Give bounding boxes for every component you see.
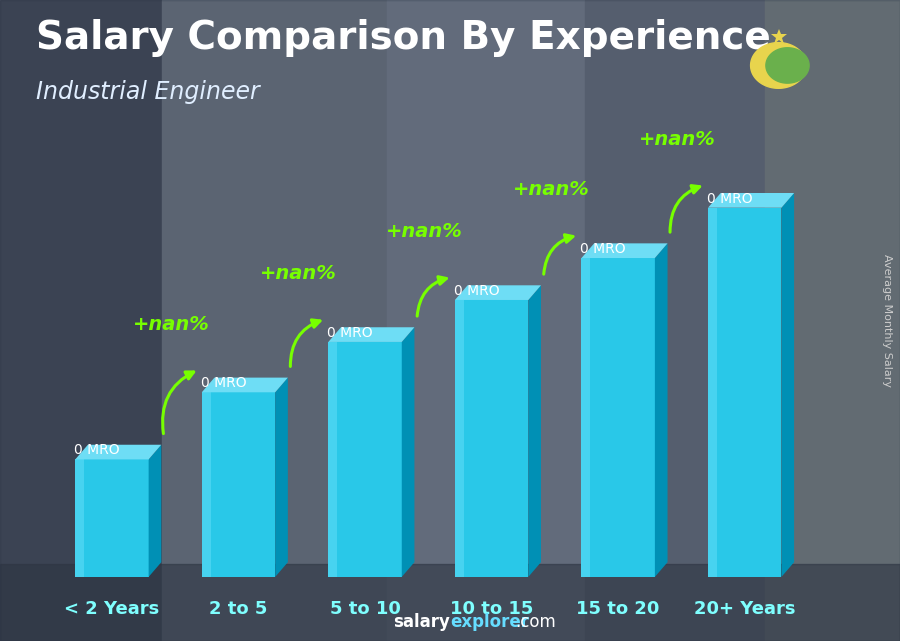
- Polygon shape: [581, 244, 668, 258]
- Polygon shape: [275, 378, 288, 577]
- Text: 15 to 20: 15 to 20: [577, 600, 660, 618]
- Polygon shape: [328, 342, 338, 577]
- Text: Average Monthly Salary: Average Monthly Salary: [881, 254, 892, 387]
- Text: < 2 Years: < 2 Years: [64, 600, 159, 618]
- Text: +nan%: +nan%: [639, 130, 716, 149]
- Text: +nan%: +nan%: [259, 264, 337, 283]
- Text: 2 to 5: 2 to 5: [210, 600, 267, 618]
- Text: Salary Comparison By Experience: Salary Comparison By Experience: [36, 19, 770, 57]
- Polygon shape: [328, 328, 414, 342]
- Polygon shape: [766, 48, 809, 83]
- Text: +nan%: +nan%: [513, 180, 590, 199]
- Text: .com: .com: [515, 613, 555, 631]
- Polygon shape: [76, 460, 148, 577]
- Text: 5 to 10: 5 to 10: [329, 600, 400, 618]
- Polygon shape: [202, 378, 288, 392]
- Text: 0 MRO: 0 MRO: [454, 284, 500, 298]
- Polygon shape: [454, 300, 464, 577]
- Polygon shape: [454, 300, 528, 577]
- Text: 10 to 15: 10 to 15: [450, 600, 534, 618]
- Text: explorer: explorer: [450, 613, 529, 631]
- Polygon shape: [708, 208, 717, 577]
- Text: 0 MRO: 0 MRO: [580, 242, 626, 256]
- Polygon shape: [401, 328, 414, 577]
- Text: 0 MRO: 0 MRO: [706, 192, 752, 206]
- Bar: [0, 564, 900, 641]
- Polygon shape: [708, 208, 781, 577]
- Text: 0 MRO: 0 MRO: [327, 326, 373, 340]
- Text: 0 MRO: 0 MRO: [74, 444, 120, 457]
- Polygon shape: [708, 193, 794, 208]
- Bar: [162, 0, 387, 641]
- Polygon shape: [76, 460, 84, 577]
- Bar: [0, 0, 162, 641]
- Polygon shape: [581, 258, 590, 577]
- Bar: [765, 0, 900, 641]
- Text: +nan%: +nan%: [386, 222, 463, 241]
- Polygon shape: [76, 445, 161, 460]
- Polygon shape: [202, 392, 275, 577]
- Text: +nan%: +nan%: [133, 315, 210, 333]
- Text: 0 MRO: 0 MRO: [201, 376, 247, 390]
- Text: 20+ Years: 20+ Years: [694, 600, 796, 618]
- Polygon shape: [328, 342, 401, 577]
- Polygon shape: [202, 392, 211, 577]
- Polygon shape: [781, 193, 794, 577]
- Text: Industrial Engineer: Industrial Engineer: [36, 80, 260, 104]
- Polygon shape: [148, 445, 161, 577]
- Bar: [585, 0, 765, 641]
- Bar: [387, 0, 585, 641]
- Polygon shape: [655, 244, 668, 577]
- Polygon shape: [751, 42, 806, 88]
- Polygon shape: [528, 285, 541, 577]
- Polygon shape: [454, 285, 541, 300]
- Text: salary: salary: [393, 613, 450, 631]
- Polygon shape: [581, 258, 655, 577]
